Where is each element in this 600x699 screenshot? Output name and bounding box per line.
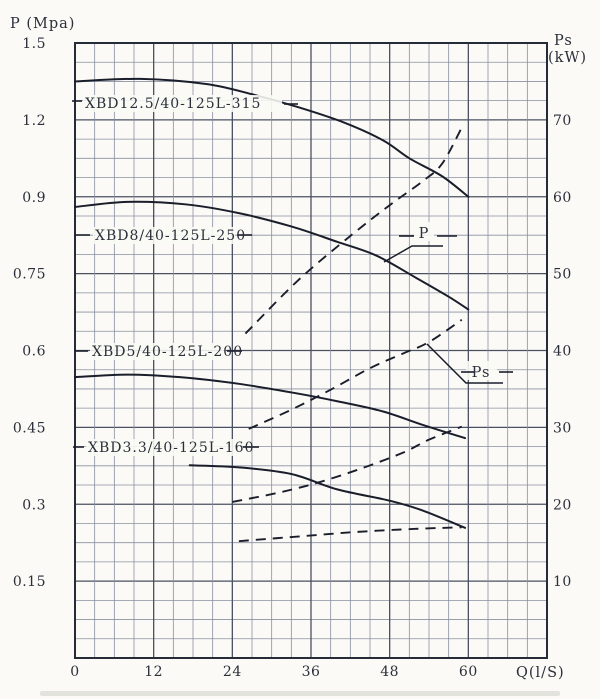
y-left-tick-label: 1.2 xyxy=(22,113,46,129)
scan-artifact-smudge xyxy=(40,691,560,696)
x-tick-label: 48 xyxy=(380,664,399,680)
y-left-tick-label: 0.9 xyxy=(22,190,46,206)
label-backgrounds xyxy=(83,95,497,456)
y-left-tick-label: 1.5 xyxy=(22,36,46,52)
y-right-tick-label: 10 xyxy=(553,574,572,590)
y-left-tick-label: 0.45 xyxy=(13,420,46,436)
pressure-curve-0 xyxy=(74,77,470,198)
y-right-tick-label: 60 xyxy=(553,190,572,206)
x-tick-label: 12 xyxy=(144,664,163,680)
label-halo xyxy=(83,95,282,112)
y-left-tick-label: 0.6 xyxy=(22,344,46,360)
curve-label-xbd3-3: XBD3.3/40-125L-160 xyxy=(88,440,254,456)
y-left-tick-label: 0.3 xyxy=(22,497,46,513)
y-left-tick-label: 0.15 xyxy=(13,574,46,590)
x-tick-label: 0 xyxy=(70,664,79,680)
y-right-tick-label: 20 xyxy=(553,497,572,513)
power-curve-2 xyxy=(232,425,463,503)
x-tick-label: 60 xyxy=(459,664,478,680)
curve-label-xbd12-5: XBD12.5/40-125L-315 xyxy=(85,96,261,112)
label-halo xyxy=(93,227,235,244)
pressure-curve-2 xyxy=(74,373,467,440)
curves xyxy=(74,77,470,543)
pressure-curve-1 xyxy=(74,200,470,311)
curve-label-xbd5: XBD5/40-125L-200 xyxy=(92,344,243,360)
tick-labels: 1.5 1.2 0.9 0.75 0.6 0.45 0.3 0.15 70 60 50 40 30 20 1… xyxy=(13,36,572,680)
y-right-tick-label: 40 xyxy=(553,344,572,360)
power-curve-1 xyxy=(248,318,463,430)
right-axis-title-line1: Ps xyxy=(554,33,573,49)
pressure-curve-annotation: P xyxy=(419,226,430,242)
power-curve-0 xyxy=(244,127,463,335)
x-tick-label: 24 xyxy=(223,664,242,680)
x-tick-label: 36 xyxy=(302,664,321,680)
y-left-tick-label: 0.75 xyxy=(13,267,46,283)
y-right-tick-label: 50 xyxy=(553,267,572,283)
right-axis-title-line2: (kW) xyxy=(548,50,587,66)
y-right-tick-label: 30 xyxy=(553,420,572,436)
label-halo xyxy=(466,361,497,380)
label-halo xyxy=(90,343,226,360)
leader-lines xyxy=(72,100,513,448)
pressure-curve-3 xyxy=(188,464,467,529)
label-halo xyxy=(414,222,434,241)
curve-label-xbd8: XBD8/40-125L-250 xyxy=(95,228,246,244)
grid xyxy=(74,42,548,659)
x-axis-title: Q(l/S) xyxy=(516,665,565,681)
p-annotation-leader xyxy=(383,245,443,263)
label-halo xyxy=(86,439,240,456)
left-axis-title: P (Mpa) xyxy=(10,16,75,32)
y-right-tick-label: 70 xyxy=(553,113,572,129)
ps-annotation-leader xyxy=(426,343,503,384)
power-curve-annotation: Ps xyxy=(472,365,491,381)
power-curve-3 xyxy=(238,526,462,543)
